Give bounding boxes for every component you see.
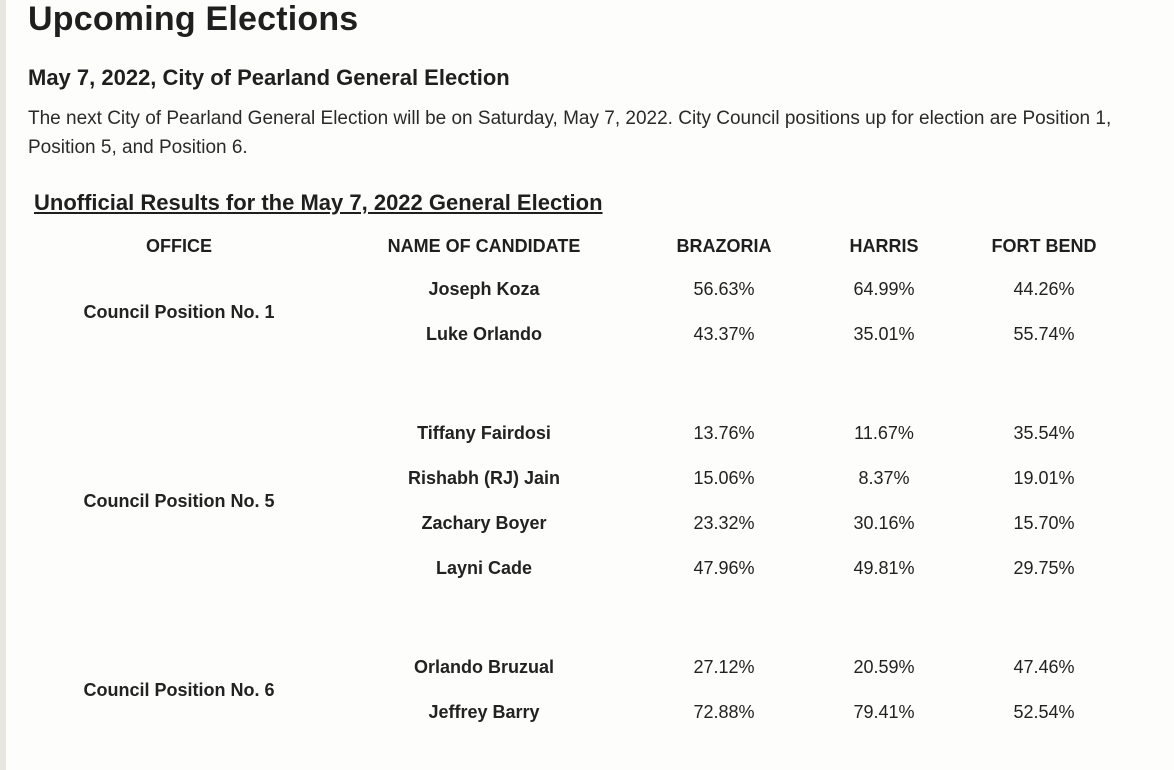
value-cell-harris: 49.81%	[804, 546, 964, 591]
value-cell-brazoria: 27.12%	[644, 645, 804, 690]
value-cell-brazoria: 72.88%	[644, 690, 804, 735]
table-row: Council Position No. 6Orlando Bruzual27.…	[34, 645, 1124, 690]
value-cell-fortbend: 15.70%	[964, 501, 1124, 546]
value-cell-brazoria: 47.96%	[644, 546, 804, 591]
col-harris: HARRIS	[804, 222, 964, 267]
value-cell-harris: 20.59%	[804, 645, 964, 690]
col-candidate: NAME OF CANDIDATE	[324, 222, 644, 267]
value-cell-fortbend: 55.74%	[964, 312, 1124, 357]
table-row: Council Position No. 1Joseph Koza56.63%6…	[34, 267, 1124, 312]
group-gap-row	[34, 591, 1124, 645]
value-cell-harris: 64.99%	[804, 267, 964, 312]
value-cell-fortbend: 35.54%	[964, 411, 1124, 456]
office-cell: Council Position No. 5	[34, 411, 324, 591]
value-cell-fortbend: 47.46%	[964, 645, 1124, 690]
value-cell-brazoria: 15.06%	[644, 456, 804, 501]
value-cell-brazoria: 56.63%	[644, 267, 804, 312]
candidate-cell: Joseph Koza	[324, 267, 644, 312]
candidate-cell: Luke Orlando	[324, 312, 644, 357]
candidate-cell: Zachary Boyer	[324, 501, 644, 546]
office-cell: Council Position No. 1	[34, 267, 324, 357]
results-heading: Unofficial Results for the May 7, 2022 G…	[34, 190, 1156, 216]
results-table: OFFICE NAME OF CANDIDATE BRAZORIA HARRIS…	[34, 222, 1124, 735]
table-row: Council Position No. 5Tiffany Fairdosi13…	[34, 411, 1124, 456]
page: Upcoming Elections May 7, 2022, City of …	[0, 0, 1174, 770]
page-title: Upcoming Elections	[28, 0, 1156, 39]
candidate-cell: Tiffany Fairdosi	[324, 411, 644, 456]
col-fortbend: FORT BEND	[964, 222, 1124, 267]
election-subtitle: May 7, 2022, City of Pearland General El…	[28, 65, 1156, 91]
value-cell-brazoria: 23.32%	[644, 501, 804, 546]
col-brazoria: BRAZORIA	[644, 222, 804, 267]
table-header-row: OFFICE NAME OF CANDIDATE BRAZORIA HARRIS…	[34, 222, 1124, 267]
value-cell-fortbend: 19.01%	[964, 456, 1124, 501]
value-cell-brazoria: 43.37%	[644, 312, 804, 357]
col-office: OFFICE	[34, 222, 324, 267]
value-cell-harris: 8.37%	[804, 456, 964, 501]
candidate-cell: Rishabh (RJ) Jain	[324, 456, 644, 501]
value-cell-fortbend: 29.75%	[964, 546, 1124, 591]
office-cell: Council Position No. 6	[34, 645, 324, 735]
candidate-cell: Jeffrey Barry	[324, 690, 644, 735]
candidate-cell: Layni Cade	[324, 546, 644, 591]
value-cell-fortbend: 52.54%	[964, 690, 1124, 735]
intro-paragraph: The next City of Pearland General Electi…	[28, 105, 1156, 162]
group-gap-row	[34, 357, 1124, 411]
value-cell-harris: 35.01%	[804, 312, 964, 357]
value-cell-fortbend: 44.26%	[964, 267, 1124, 312]
candidate-cell: Orlando Bruzual	[324, 645, 644, 690]
value-cell-harris: 11.67%	[804, 411, 964, 456]
value-cell-harris: 30.16%	[804, 501, 964, 546]
value-cell-brazoria: 13.76%	[644, 411, 804, 456]
value-cell-harris: 79.41%	[804, 690, 964, 735]
